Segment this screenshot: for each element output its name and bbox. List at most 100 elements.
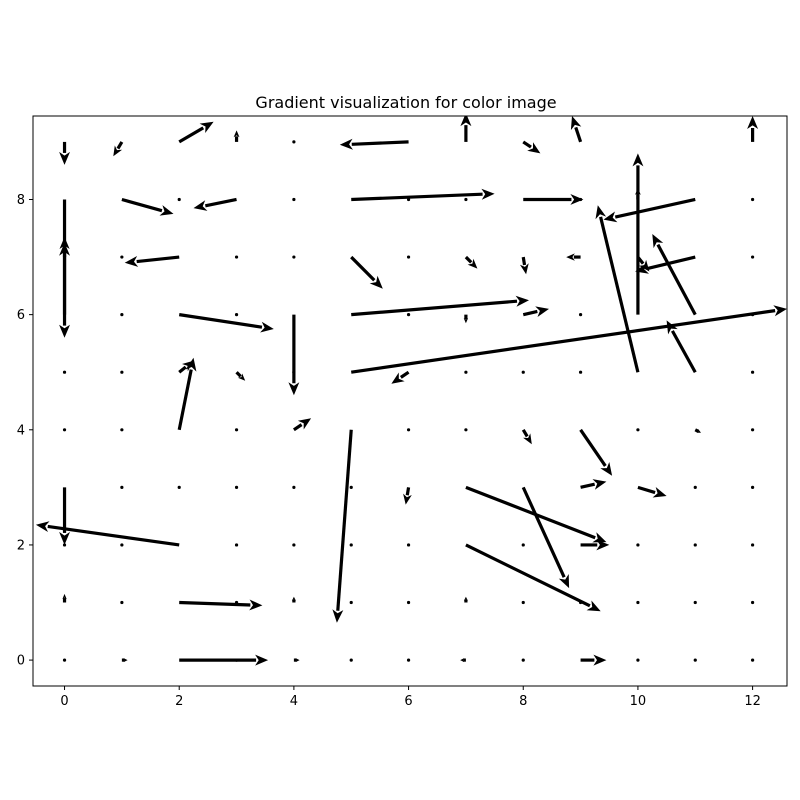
y-tick-label: 8 (17, 193, 25, 208)
vector-arrow (350, 305, 787, 374)
vector-arrow (406, 600, 411, 605)
vector-arrow (750, 370, 755, 374)
x-tick-label: 6 (404, 694, 412, 709)
x-tick-label: 12 (744, 694, 761, 709)
vector-arrow (580, 479, 607, 490)
vector-arrow (603, 197, 696, 223)
vector-arrow (178, 121, 214, 144)
vector-arrow (464, 197, 468, 202)
vector-arrow (339, 138, 409, 150)
vector-arrow (62, 543, 67, 547)
vector-arrow (292, 418, 312, 432)
vector-arrow (349, 600, 353, 605)
x-axis: 0 2 4 6 8 10 12 (60, 686, 761, 709)
vector-arrow (465, 543, 601, 612)
vector-arrow (693, 485, 697, 489)
vector-arrow (332, 429, 353, 623)
vector-arrow (750, 428, 755, 432)
vector-arrow (292, 140, 296, 144)
vector-arrow (351, 188, 495, 202)
vector-arrow (121, 658, 128, 663)
vector-arrow (750, 543, 755, 547)
vector-arrow (464, 255, 478, 269)
vector-arrow (521, 543, 525, 547)
vector-arrow (566, 253, 581, 261)
vector-arrow (391, 370, 410, 384)
vector-arrow (293, 658, 300, 663)
vector-arrow (234, 658, 239, 662)
vector-arrow (636, 428, 640, 432)
vector-arrow (62, 428, 67, 432)
x-tick-label: 0 (60, 694, 68, 709)
vector-arrow (349, 658, 353, 662)
vector-arrow (120, 543, 124, 547)
vector-arrow (595, 205, 640, 373)
vector-arrow (463, 596, 468, 603)
vector-arrow (750, 485, 755, 489)
vector-arrow (522, 306, 549, 317)
vector-arrow (59, 487, 70, 545)
vector-arrow (520, 256, 529, 275)
vector-arrow (124, 255, 180, 267)
vector-arrow (521, 370, 525, 374)
vector-arrow (234, 428, 239, 432)
y-tick-label: 0 (17, 654, 25, 669)
vector-arrow (460, 658, 466, 663)
vector-arrow (288, 314, 300, 396)
vector-arrow (292, 485, 296, 489)
vector-arrow (120, 313, 124, 317)
vector-arrow (636, 600, 640, 605)
x-tick-label: 4 (290, 694, 298, 709)
vector-arrow (652, 234, 697, 316)
vector-arrow (636, 543, 640, 547)
vector-arrow (59, 141, 70, 165)
vector-arrow (177, 357, 197, 431)
vector-arrow (406, 197, 411, 202)
vector-arrow (464, 370, 468, 374)
vector-arrow (177, 197, 181, 202)
y-tick-label: 4 (17, 423, 25, 438)
vector-arrow (234, 543, 239, 547)
y-tick-label: 2 (17, 538, 25, 553)
vector-arrow (521, 486, 570, 589)
vector-arrow (580, 539, 610, 551)
vector-arrow (193, 197, 237, 211)
axes-frame (32, 115, 788, 687)
vector-arrow (349, 485, 353, 489)
vector-arrow (578, 313, 583, 317)
vector-arrow (578, 197, 583, 202)
x-tick-label: 2 (175, 694, 183, 709)
vector-arrow (521, 600, 525, 605)
vector-arrow (234, 600, 239, 605)
vector-arrow (406, 255, 411, 259)
vector-arrow (693, 543, 697, 547)
vector-arrow (292, 197, 296, 202)
y-axis: 0 2 4 6 8 (17, 193, 33, 669)
vector-arrow (579, 428, 613, 476)
vector-arrow (465, 485, 607, 543)
vector-arrow (234, 255, 239, 259)
vector-arrow (178, 313, 274, 333)
vector-arrow (406, 543, 411, 547)
vector-arrow (578, 600, 583, 605)
vector-arrow (464, 428, 468, 432)
vector-arrow (463, 314, 469, 324)
vector-arrow (179, 599, 263, 611)
vector-arrow (406, 658, 411, 662)
vector-arrow (521, 658, 525, 662)
vector-arrow (291, 596, 296, 603)
vector-arrow (292, 255, 296, 259)
vector-arrow (693, 600, 697, 605)
vector-arrow (121, 197, 174, 216)
vector-arrow (578, 370, 583, 374)
vector-arrow (403, 487, 412, 505)
vector-arrow (693, 658, 697, 662)
vector-arrow (292, 543, 296, 547)
vector-arrow (522, 140, 541, 154)
vector-arrow (521, 428, 532, 445)
vector-arrow (694, 428, 701, 433)
x-tick-label: 10 (630, 694, 647, 709)
arrows-layer (35, 116, 787, 666)
vector-arrow (234, 485, 239, 489)
